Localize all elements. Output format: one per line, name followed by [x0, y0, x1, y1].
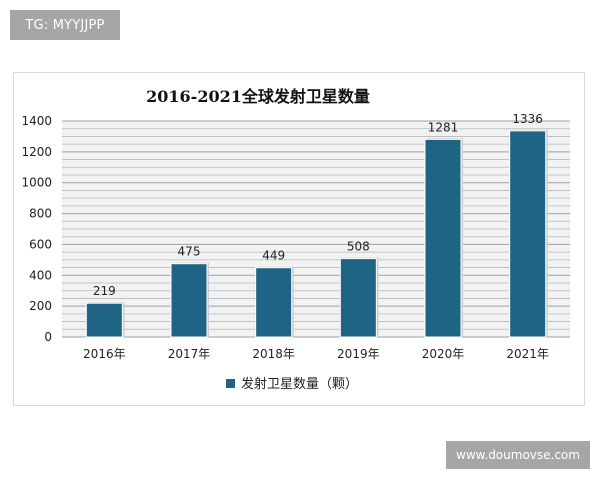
data-label: 219	[93, 284, 116, 298]
y-axis-ticks: 0 200 400 600 800 1000 1200 1400	[21, 114, 52, 344]
legend-label: 发射卫星数量（颗）	[241, 376, 358, 392]
data-label: 508	[347, 240, 370, 254]
y-tick-label: 600	[29, 237, 52, 251]
bar	[509, 130, 547, 338]
x-tick-label: 2019年	[337, 347, 380, 361]
x-axis-ticks: 2016年 2017年 2018年 2019年 2020年 2021年	[83, 347, 549, 361]
bar	[255, 267, 293, 338]
watermark-bottom: www.doumovse.com	[446, 441, 590, 469]
bars	[85, 129, 548, 338]
y-tick-label: 1200	[21, 145, 52, 159]
bar	[424, 138, 462, 338]
bar	[85, 302, 123, 338]
watermark-top: TG: MYYJJPP	[10, 10, 120, 40]
y-tick-label: 800	[29, 207, 52, 221]
gridlines	[62, 120, 570, 338]
y-tick-label: 1000	[21, 176, 52, 190]
data-labels: 219 475 449 508 1281 1336	[93, 112, 543, 298]
x-tick-label: 2020年	[422, 347, 465, 361]
chart-title: 2016-2021全球发射卫星数量	[146, 87, 370, 106]
y-tick-label: 1400	[21, 114, 52, 128]
y-tick-label: 200	[29, 299, 52, 313]
y-tick-label: 0	[44, 330, 52, 344]
data-label: 449	[262, 249, 285, 263]
bar	[339, 258, 377, 338]
legend-swatch	[226, 379, 235, 388]
data-label: 475	[178, 245, 201, 259]
legend: 发射卫星数量（颗）	[226, 376, 358, 392]
bar	[170, 263, 208, 338]
x-tick-label: 2016年	[83, 347, 126, 361]
y-tick-label: 400	[29, 268, 52, 282]
data-label: 1336	[512, 112, 543, 126]
data-label: 1281	[428, 120, 459, 134]
x-tick-label: 2017年	[168, 347, 211, 361]
x-tick-label: 2018年	[252, 347, 295, 361]
x-tick-label: 2021年	[506, 347, 549, 361]
